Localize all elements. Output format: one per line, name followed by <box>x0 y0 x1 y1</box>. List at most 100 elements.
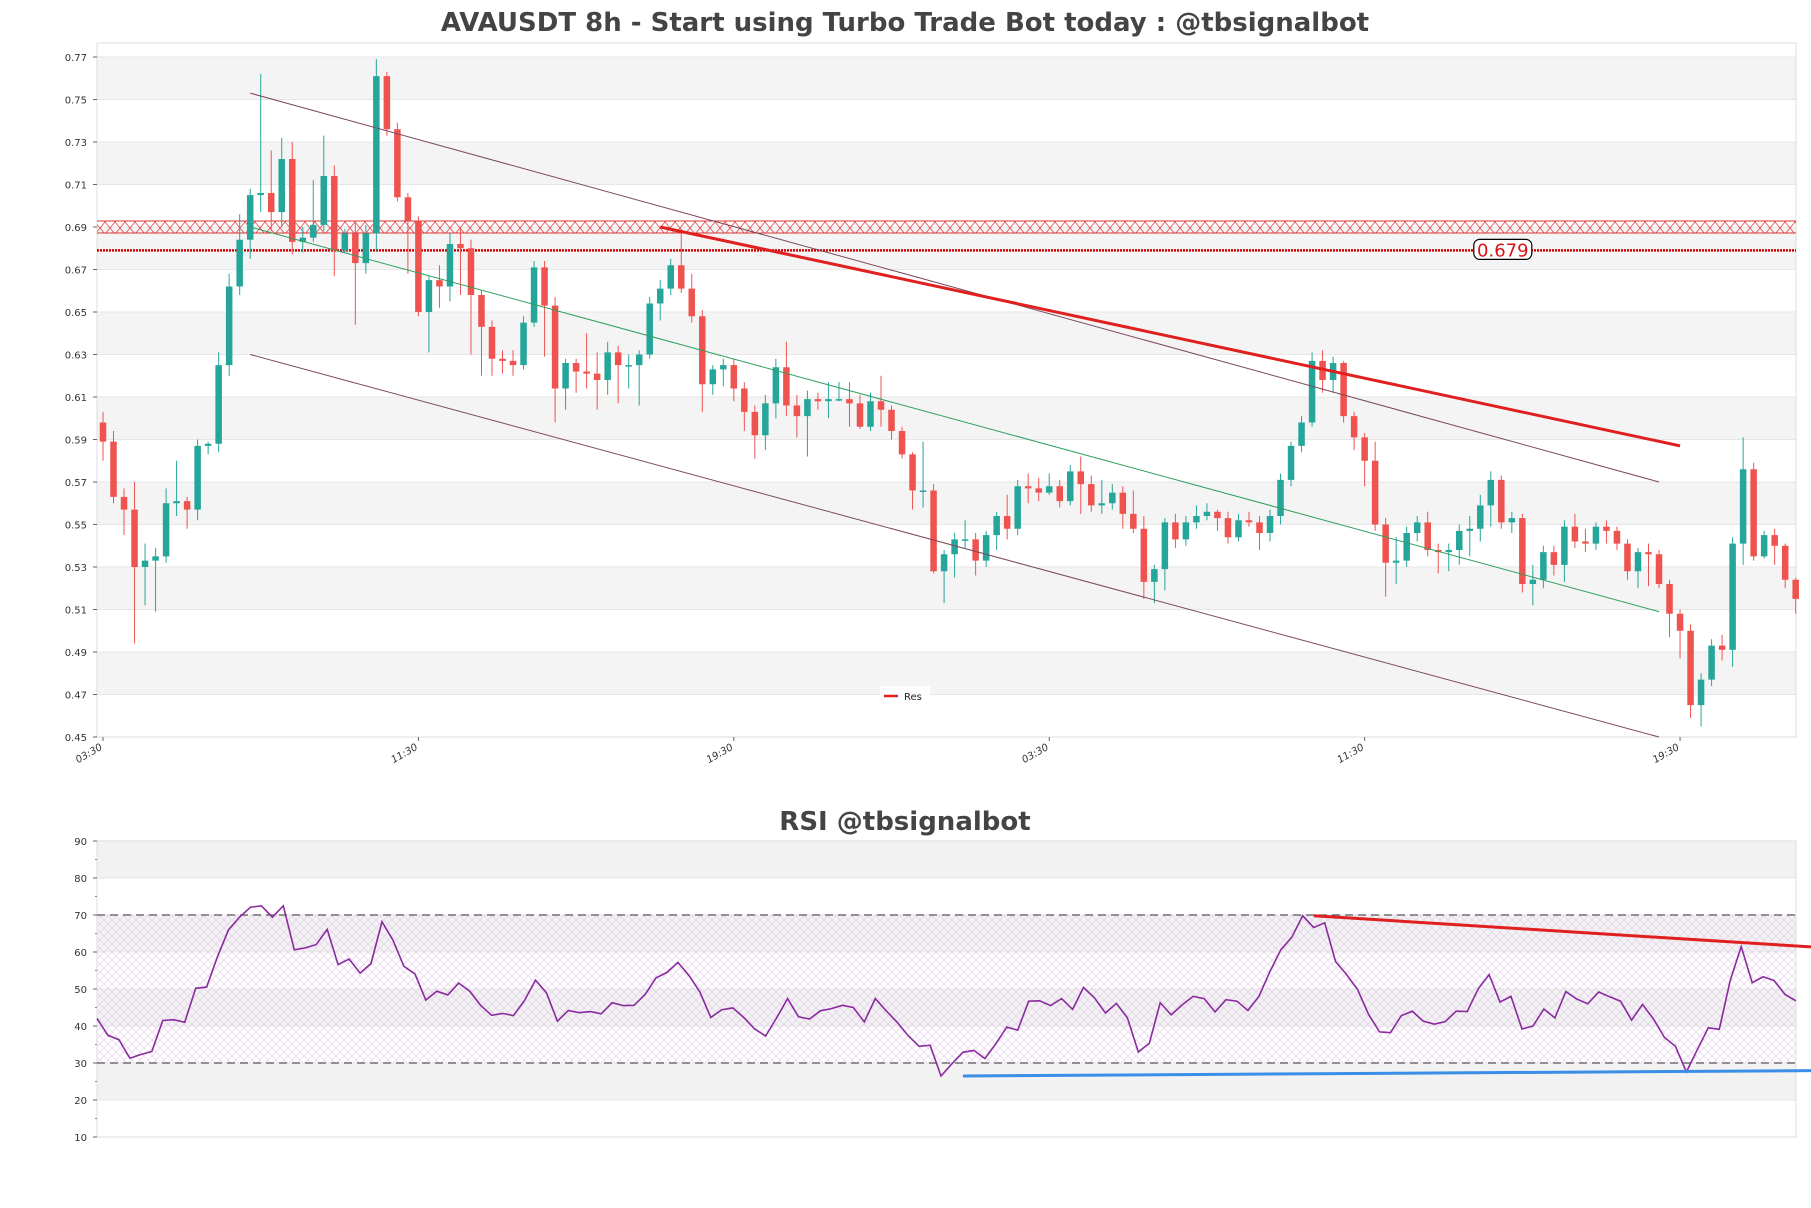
candle-body <box>625 365 632 367</box>
candle <box>1781 543 1789 589</box>
y-tick-label: 0.49 <box>65 648 87 659</box>
y-tick-label: 0.51 <box>65 606 87 617</box>
candle <box>1361 433 1368 487</box>
candle-body <box>194 445 201 510</box>
candle <box>1066 465 1074 506</box>
candle <box>1582 528 1589 553</box>
candle-body <box>793 405 801 417</box>
candle <box>1729 537 1736 667</box>
candle-body <box>562 363 569 389</box>
candle <box>593 352 601 410</box>
candle-body <box>1109 492 1116 504</box>
candle <box>583 333 590 389</box>
candle-body <box>1603 526 1610 531</box>
candle <box>415 216 422 317</box>
candle-body <box>183 501 191 510</box>
candle <box>1508 511 1516 533</box>
candle-body <box>246 195 254 240</box>
candle <box>1561 520 1568 582</box>
candle <box>814 392 822 410</box>
candle-body <box>1655 554 1663 584</box>
price-label-text: 0.679 <box>1477 240 1529 261</box>
candle-body <box>257 193 264 196</box>
candle-body <box>930 490 937 572</box>
candle-body <box>1224 518 1232 538</box>
candle-body <box>1214 511 1221 519</box>
candle-body <box>478 295 485 327</box>
candle <box>173 460 180 516</box>
candle <box>520 316 527 370</box>
candle-body <box>120 496 128 510</box>
candle <box>1550 545 1558 576</box>
candle <box>1235 513 1242 542</box>
candle <box>551 297 559 423</box>
candle-body <box>1287 445 1295 480</box>
candle-body <box>825 399 832 402</box>
candle <box>1161 518 1169 591</box>
candle <box>825 382 832 419</box>
candle <box>993 511 1000 550</box>
candle <box>183 496 191 529</box>
candle <box>688 273 696 323</box>
candle <box>1655 550 1663 589</box>
candle <box>741 382 748 431</box>
candle <box>246 188 254 259</box>
candle <box>919 441 927 508</box>
candle-body <box>467 248 475 295</box>
candle-body <box>278 159 285 213</box>
candle <box>709 365 717 395</box>
candle <box>404 193 412 274</box>
x-tick-label: 19:30 <box>1651 742 1681 766</box>
candle <box>1634 547 1642 589</box>
y-tick-label: 0.67 <box>65 266 87 277</box>
candle <box>1392 537 1400 584</box>
candle <box>1445 543 1453 572</box>
candle-body <box>720 365 727 370</box>
candle-body <box>572 363 580 372</box>
candle <box>373 59 380 251</box>
candle <box>1413 516 1421 542</box>
candle-body <box>1781 545 1789 580</box>
candle <box>1529 564 1537 606</box>
y-tick-label: 0.71 <box>65 181 87 192</box>
candle <box>1571 513 1579 548</box>
price-band <box>97 397 1796 440</box>
candle <box>1687 624 1694 718</box>
candle <box>1697 673 1705 727</box>
candle <box>1498 475 1505 529</box>
candle-body <box>310 224 317 238</box>
candle <box>1319 350 1326 393</box>
candle-body <box>1077 471 1085 485</box>
x-tick-label: 11:30 <box>1336 742 1366 766</box>
candle-body <box>320 176 328 225</box>
channel-line <box>250 354 1660 738</box>
price-band <box>97 652 1796 695</box>
candle <box>772 358 780 419</box>
candle-body <box>1582 541 1589 544</box>
candle-body <box>341 233 349 251</box>
candle-body <box>1708 645 1715 680</box>
candle-body <box>709 369 717 385</box>
candle <box>278 137 285 227</box>
candle <box>1540 545 1547 589</box>
candle-body <box>1771 535 1778 546</box>
candle-body <box>204 443 212 446</box>
candle-body <box>1466 528 1474 531</box>
candle-body <box>1308 360 1316 423</box>
candle <box>1214 509 1221 531</box>
candle-body <box>888 409 895 431</box>
candle <box>1624 539 1631 580</box>
candle-body <box>215 365 222 444</box>
candle <box>1760 530 1768 559</box>
candle-body <box>141 560 149 567</box>
candle <box>530 261 538 327</box>
candle-body <box>614 352 622 366</box>
candle-body <box>383 76 391 130</box>
candle <box>152 547 159 612</box>
candle <box>446 233 454 302</box>
candle <box>1266 509 1274 542</box>
candle <box>383 71 391 136</box>
candle <box>1098 479 1106 514</box>
candle-body <box>1792 579 1799 599</box>
candle <box>1739 437 1747 565</box>
